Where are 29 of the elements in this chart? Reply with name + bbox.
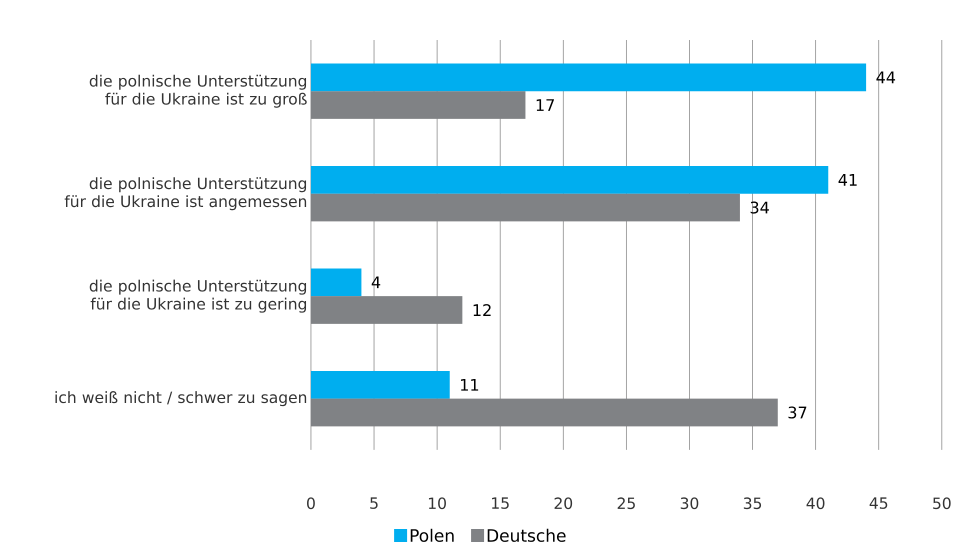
x-tick-label: 50 [933,497,951,510]
y-tick-label: die polnische Unterstützung für die Ukraine ist angemessen [64,177,306,210]
data-label: 12 [474,304,491,316]
x-tick-label: 5 [370,497,378,509]
bar [310,166,828,194]
x-tick-label: 0 [307,497,315,510]
y-tick-label: die polnische Unterstützung für die Ukraine ist zu gering [90,280,306,313]
y-tick-label: die polnische Unterstützung für die Ukraine ist zu groß [90,74,307,108]
data-label: 41 [838,174,857,186]
data-label: 34 [750,201,769,214]
data-label: 37 [788,406,806,418]
x-tick-label: 20 [554,497,572,510]
x-tick-label: 25 [618,497,635,510]
data-label: 17 [536,99,554,111]
x-tick-label: 35 [744,497,762,510]
legend-label: Polen [410,528,454,542]
data-label: 11 [461,378,478,391]
x-tick-label: 40 [806,497,824,510]
legend-label: Deutsche [488,528,566,542]
data-label: 44 [876,71,896,84]
bar [310,63,866,92]
x-tick-label: 10 [428,497,446,510]
data-label: 4 [372,276,380,288]
bar [310,370,450,399]
x-tick-label: 15 [492,497,509,509]
x-tick-label: 45 [870,497,888,509]
y-tick-label: ich weiß nicht / schwer zu sagen [55,391,306,406]
x-tick-label: 30 [680,497,698,510]
bar [310,268,362,296]
